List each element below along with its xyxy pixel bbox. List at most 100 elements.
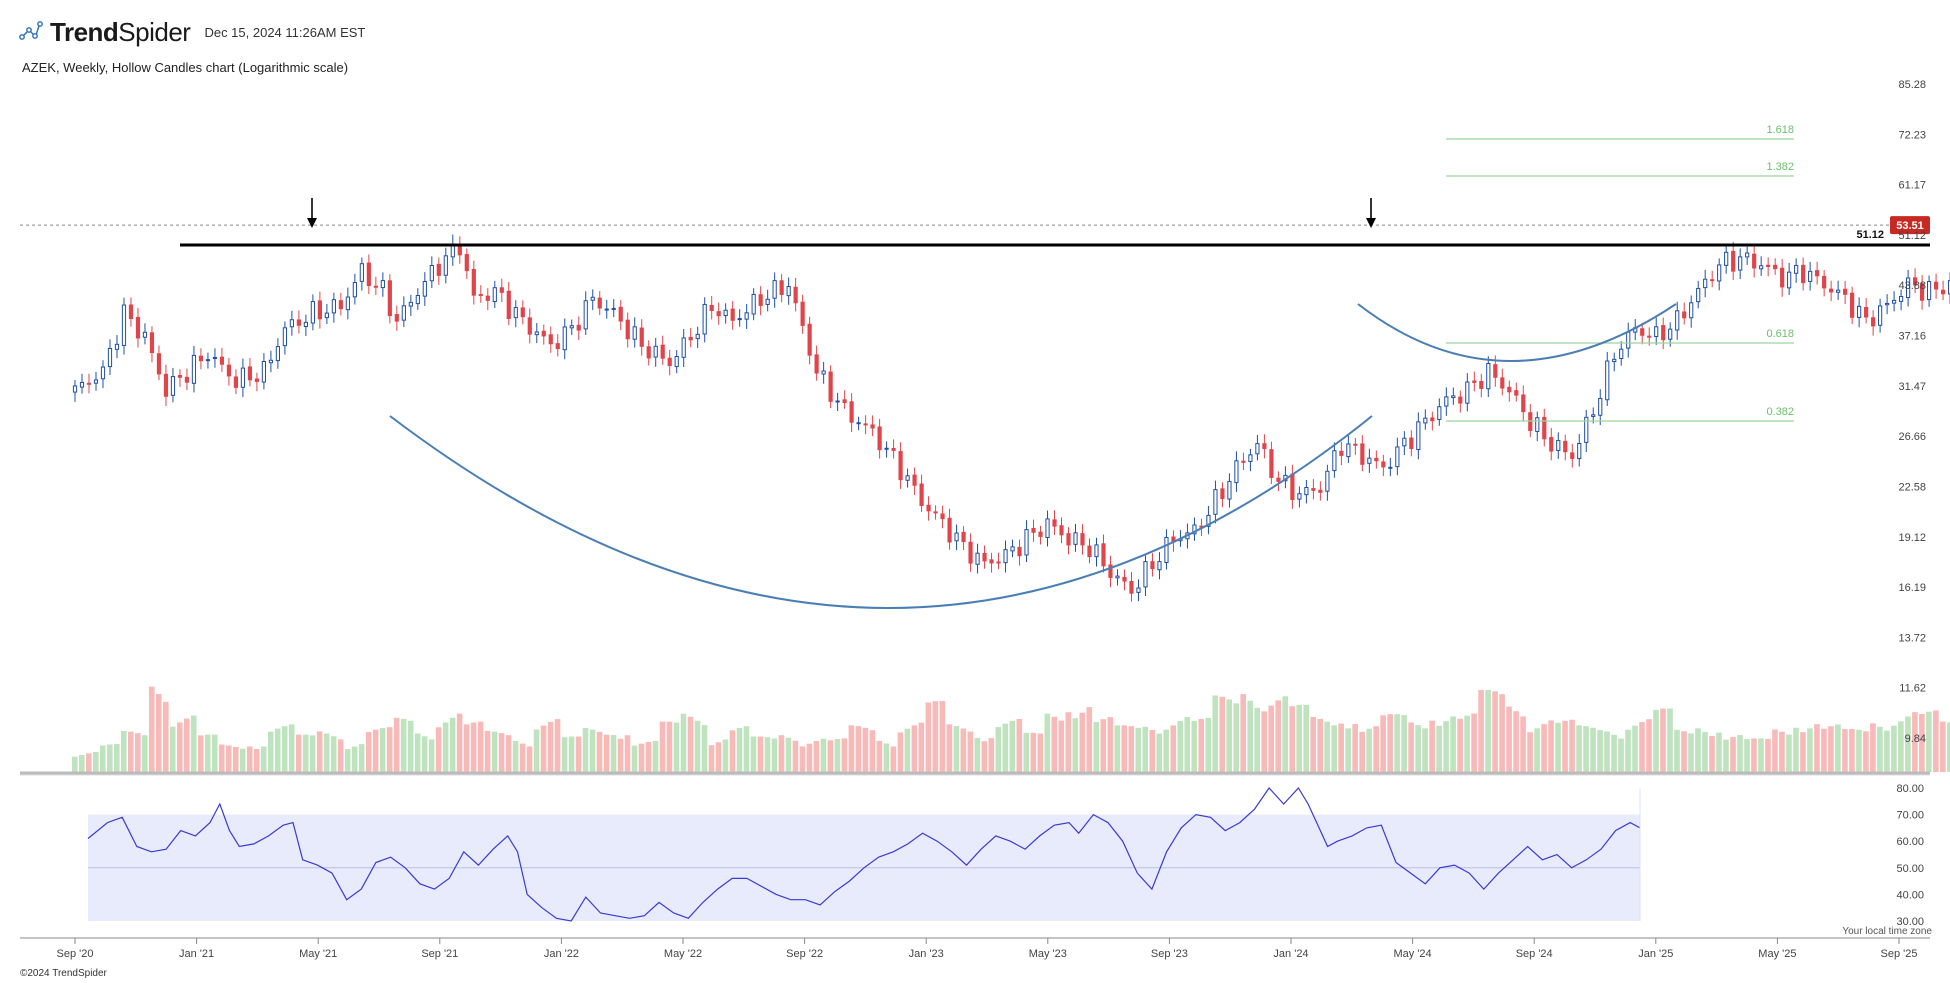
volume-bar [1702,732,1708,772]
volume-bar [533,729,540,772]
candle [1815,261,1820,285]
candle-body [1479,380,1484,389]
candle [1933,273,1939,299]
candle [401,296,406,328]
candle [1192,517,1197,541]
volume-bar [1695,728,1701,772]
volume-bar [1779,731,1785,772]
candle-body [1514,390,1519,396]
candle-body [611,307,616,310]
candle [1059,517,1064,544]
volume-bar [540,725,547,772]
candle-body [667,357,672,366]
volume-bar [1051,716,1058,772]
candle-body [254,378,260,382]
candle [275,338,280,369]
candle [128,297,134,327]
volume-bar [1289,706,1295,772]
candle-body [1115,575,1120,579]
volume-bar [1429,720,1435,772]
candle [1234,451,1239,492]
volume-bar [680,713,687,772]
volume-bar [358,744,365,772]
candle [1444,387,1449,416]
volume-bar [1093,722,1100,772]
candle-body [1885,302,1890,306]
candle-body [1325,470,1330,492]
volume-bar [932,701,939,772]
fib-label: 0.382 [1766,406,1794,418]
candle [1584,409,1589,453]
candle [870,415,875,437]
volume-bar [1072,718,1079,772]
candle-body [1759,265,1764,270]
volume-bar [1226,699,1233,772]
candle-body [373,285,378,288]
volume-bar [1065,712,1072,772]
candle [1409,430,1414,457]
candle [1682,302,1687,325]
candle [863,415,868,435]
candle-body [905,475,910,481]
volume-bar [526,746,533,772]
volume-bar [1107,717,1114,772]
fib-label: 0.618 [1766,328,1794,340]
candle [709,296,714,320]
candle [359,257,364,291]
volume-bar [1135,727,1142,772]
candle [233,369,239,395]
candle [205,352,211,369]
candle-body [618,306,623,322]
candle [478,285,483,303]
candle [1766,257,1771,277]
candle-body [681,337,686,358]
trendspider-logo-icon [19,21,43,40]
candle-body [751,293,756,315]
candle [1255,434,1260,461]
candle-body [1192,524,1197,535]
candle-body [856,422,861,425]
volume-bar [1744,739,1750,772]
candle-body [1815,270,1820,277]
candle-body [1535,417,1540,432]
candle-body [1542,416,1547,440]
candle-body [891,447,896,451]
volume-bar [666,721,673,772]
candle [940,505,945,529]
candle-body [1346,443,1351,458]
volume-bar [1338,723,1344,772]
volume-bar [1128,726,1135,772]
candle [310,294,315,331]
volume-bar [274,728,281,772]
candle [835,392,840,411]
candle-body [1738,256,1743,271]
candle [79,373,85,394]
volume-bar [85,753,92,772]
candle-body [1689,302,1694,319]
time-tick-label: May '22 [664,948,702,960]
candle [653,337,658,367]
candle [1318,481,1323,501]
volume-bar [1282,696,1289,772]
candle-body [646,346,651,359]
volume-bar [1653,709,1659,772]
candle [212,348,218,368]
volume-bar [281,726,288,772]
candle [1143,555,1148,596]
volume-bar [1478,689,1484,772]
candle [457,236,462,264]
volume-bar [1359,731,1365,772]
candle-body [814,354,819,374]
candle [905,468,910,488]
candle-body [1654,326,1659,337]
candle [296,310,301,334]
candle-body [1248,454,1253,462]
candle-body [1059,525,1064,536]
candle-body [135,316,141,339]
volume-bar [904,728,911,772]
candle-body [1080,533,1085,546]
candle-body [1493,364,1498,378]
candle-body [1038,531,1043,537]
header: TrendSpider Dec 15, 2024 11:26AM EST [18,17,365,47]
